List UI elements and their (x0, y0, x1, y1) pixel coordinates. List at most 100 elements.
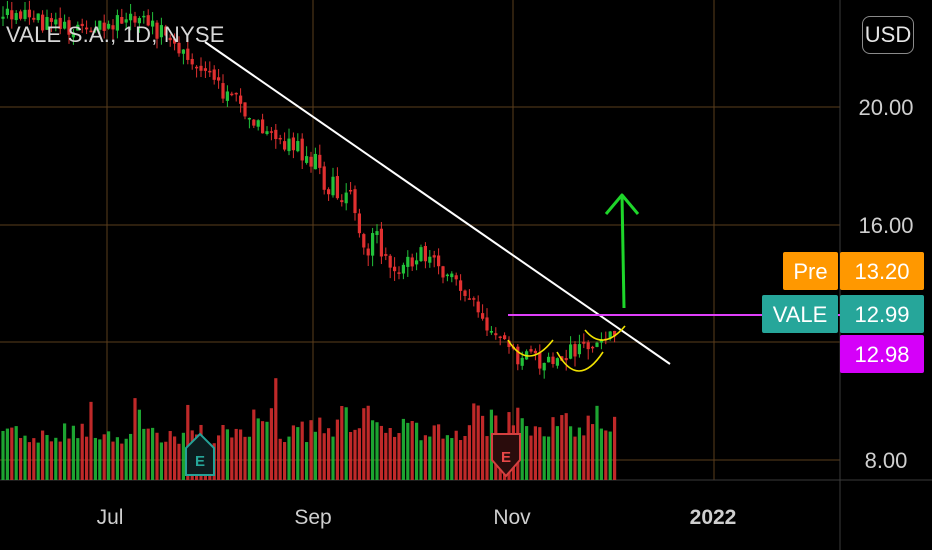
volume-bar (573, 436, 577, 480)
volume-bar (551, 417, 555, 480)
candle-body (146, 15, 150, 26)
volume-bar (10, 427, 14, 480)
volume-bar (85, 436, 89, 480)
volume-bar (305, 442, 309, 480)
candle-body (591, 346, 595, 349)
volume-bar (366, 405, 370, 480)
volume-bar (217, 435, 221, 480)
breakout-arrow-head (604, 193, 640, 215)
volume-bar (432, 425, 436, 480)
volume-bar (124, 438, 128, 480)
volume-bar (155, 432, 159, 480)
extra-price-badge-bg (840, 335, 924, 373)
candle-body (481, 313, 485, 319)
volume-bar (71, 425, 75, 480)
candle-body (507, 340, 511, 347)
candle-body (23, 9, 27, 19)
volume-bar (582, 435, 586, 480)
volume-bar (41, 430, 45, 480)
axes: Jul Sep Nov 2022 20.00 16.00 8.00 (97, 95, 914, 529)
candle-body (569, 344, 573, 359)
candle-body (115, 15, 119, 31)
extra-price-badge: 12.98 (840, 335, 924, 373)
last-price-badge-bg (840, 295, 924, 333)
candle-body (366, 248, 370, 256)
volume-bar (423, 435, 427, 480)
candle-body (124, 19, 128, 23)
candle-body (230, 93, 234, 96)
candle-body (208, 70, 212, 73)
candle-body (520, 357, 524, 366)
candle-body (542, 362, 546, 371)
volume-bar (441, 438, 445, 480)
candle-body (234, 92, 238, 95)
candle-body (151, 20, 155, 27)
volume-bar (437, 424, 441, 480)
candle-body (217, 77, 221, 81)
pattern-arc (556, 351, 604, 372)
volume-bar (599, 428, 603, 480)
pre-badge-text: Pre (793, 259, 827, 284)
volume-bar (525, 426, 529, 480)
volume-bar (76, 438, 80, 480)
candle-body (577, 344, 581, 355)
vale-badge-bg (762, 295, 838, 333)
volume-bar (137, 409, 141, 480)
candle-body (415, 260, 419, 265)
candle-body (107, 23, 111, 29)
volume-bar (450, 438, 454, 480)
volume-bar (410, 421, 414, 480)
volume-bar (472, 403, 476, 480)
volume-bar (485, 436, 489, 480)
volume-bar (296, 427, 300, 480)
volume-bar (36, 442, 40, 480)
earnings-marker: E (185, 432, 215, 476)
candle-body (287, 138, 291, 152)
volume-bar (234, 428, 238, 480)
candle-body (203, 68, 207, 71)
candle-body (49, 18, 53, 22)
candle-body (529, 349, 533, 352)
candle-body (322, 166, 326, 190)
candle-body (608, 331, 612, 339)
candle-body (274, 129, 278, 140)
candle-body (225, 91, 229, 101)
candle-body (45, 16, 49, 30)
candle-body (186, 48, 190, 60)
candle-body (102, 22, 106, 31)
candle-body (168, 37, 172, 41)
volume-bar (247, 436, 251, 480)
volume-bar (406, 422, 410, 480)
candle-body (533, 350, 537, 354)
breakout-arrow-shaft (620, 194, 626, 309)
volume-bar (357, 428, 361, 480)
volume-bar (186, 404, 190, 480)
volume-bar (344, 407, 348, 480)
candle-body (283, 141, 287, 150)
candle-body (498, 336, 502, 339)
candle-body (494, 333, 498, 336)
candle-body (327, 189, 331, 195)
volume-bar (32, 438, 36, 480)
candle-body (489, 331, 493, 333)
candle-body (437, 255, 441, 267)
volume-bar (133, 398, 137, 480)
volume-bar (564, 413, 568, 480)
volume-bar (89, 401, 93, 480)
volume-bar (142, 428, 146, 480)
earnings-label: E (501, 449, 511, 466)
candle-body (98, 20, 102, 30)
volume-bar (177, 443, 181, 480)
candles (1, 0, 617, 379)
candle-body (278, 137, 282, 140)
currency-button[interactable]: USD (862, 16, 914, 54)
last-price-badge: 12.99 (840, 295, 924, 333)
candle-body (291, 137, 295, 151)
volume-bar (168, 431, 172, 480)
volume-bar (533, 426, 537, 480)
candle-body (71, 32, 75, 38)
pre-badge: Pre (783, 252, 838, 290)
volume-bar (239, 429, 243, 480)
